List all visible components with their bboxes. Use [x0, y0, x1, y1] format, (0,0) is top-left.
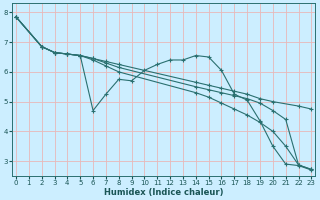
X-axis label: Humidex (Indice chaleur): Humidex (Indice chaleur): [104, 188, 223, 197]
